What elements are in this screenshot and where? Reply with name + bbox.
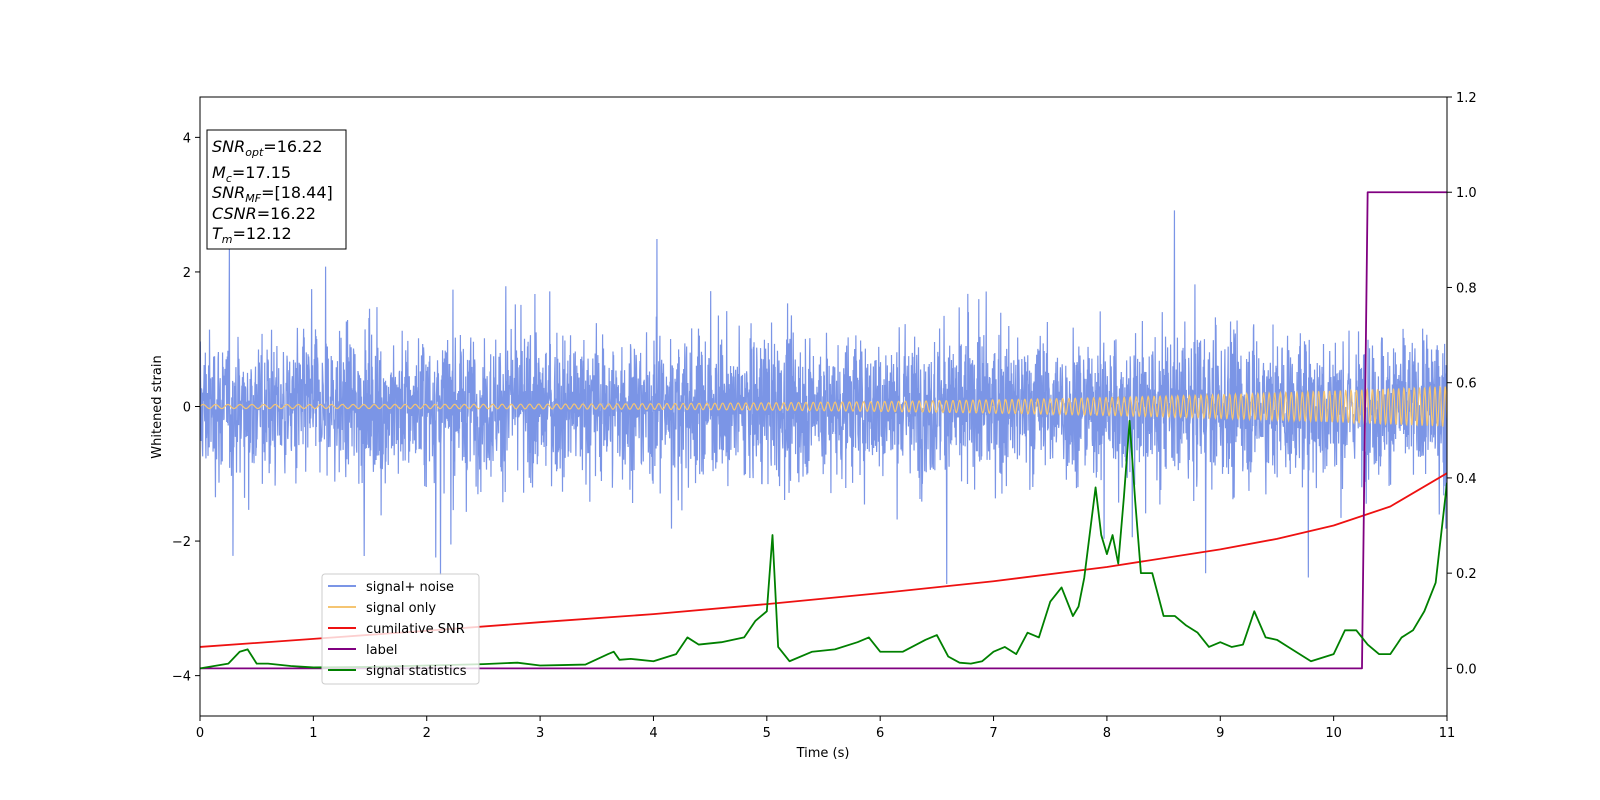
signal-noise-line bbox=[200, 210, 1447, 585]
info-box-frame bbox=[206, 129, 347, 250]
x-tick-label: 3 bbox=[536, 726, 544, 741]
right-y-tick-label: 1.2 bbox=[1456, 91, 1477, 106]
legend-label-signal-only: signal only bbox=[366, 601, 436, 616]
y-tick-label: −4 bbox=[172, 670, 191, 685]
x-tick-label: 8 bbox=[1103, 726, 1111, 741]
legend-frame bbox=[321, 573, 480, 685]
right-y-tick-label: 0.0 bbox=[1456, 662, 1477, 677]
right-y-tick-label: 1.0 bbox=[1456, 186, 1477, 201]
right-y-tick-label: 0.8 bbox=[1456, 281, 1477, 296]
y-tick-label: 2 bbox=[183, 266, 191, 281]
legend: signal+ noise signal only cumilative SNR… bbox=[321, 573, 480, 685]
legend-item-label: label bbox=[328, 643, 397, 658]
legend-label-signal-noise: signal+ noise bbox=[366, 580, 454, 595]
x-tick-label: 4 bbox=[649, 726, 657, 741]
snr-opt-line: SNRopt=16.22 bbox=[212, 137, 323, 159]
y-tick-label: 0 bbox=[183, 401, 191, 416]
info-box: SNRopt=16.22 Mc=17.15 SNRMF=[18.44] CSNR… bbox=[206, 129, 347, 250]
x-tick-label: 9 bbox=[1216, 726, 1224, 741]
legend-item-signal-noise: signal+ noise bbox=[328, 580, 454, 595]
legend-label-label: label bbox=[366, 643, 397, 658]
x-axis-ticks: 0 1 2 3 4 5 6 7 8 9 10 11 bbox=[196, 716, 1455, 741]
x-axis-title: Time (s) bbox=[796, 746, 850, 761]
right-y-axis-ticks: 0.0 0.2 0.4 0.6 0.8 1.0 1.2 bbox=[1447, 91, 1477, 677]
legend-item-cumulative-snr: cumilative SNR bbox=[328, 622, 465, 637]
snr-mf-line: SNRMF=[18.44] bbox=[212, 183, 333, 205]
x-tick-label: 7 bbox=[989, 726, 997, 741]
x-tick-label: 6 bbox=[876, 726, 884, 741]
y-tick-label: 4 bbox=[183, 131, 191, 146]
mc-line: Mc=17.15 bbox=[212, 163, 291, 185]
x-tick-label: 1 bbox=[309, 726, 317, 741]
right-y-tick-label: 0.4 bbox=[1456, 472, 1477, 487]
x-tick-label: 0 bbox=[196, 726, 204, 741]
csnr-line: CSNR=16.22 bbox=[212, 204, 316, 223]
legend-label-signal-statistics: signal statistics bbox=[366, 664, 467, 679]
label-line bbox=[200, 191, 1447, 670]
tm-line: Tm=12.12 bbox=[212, 224, 292, 246]
x-tick-label: 10 bbox=[1325, 726, 1342, 741]
y-axis-ticks: −4 −2 0 2 4 bbox=[172, 131, 200, 685]
right-y-tick-label: 0.2 bbox=[1456, 567, 1477, 582]
y-tick-label: −2 bbox=[172, 535, 191, 550]
y-axis-title: Whitened strain bbox=[150, 355, 165, 458]
x-tick-label: 2 bbox=[423, 726, 431, 741]
legend-item-signal-statistics: signal statistics bbox=[328, 664, 467, 679]
legend-label-cumulative-snr: cumilative SNR bbox=[366, 622, 465, 637]
legend-item-signal-only: signal only bbox=[328, 601, 436, 616]
right-y-tick-label: 0.6 bbox=[1456, 377, 1477, 392]
signal-statistics-line bbox=[200, 419, 1447, 670]
signal-only-line bbox=[200, 385, 1447, 428]
x-tick-label: 5 bbox=[763, 726, 771, 741]
x-tick-label: 11 bbox=[1439, 726, 1456, 741]
